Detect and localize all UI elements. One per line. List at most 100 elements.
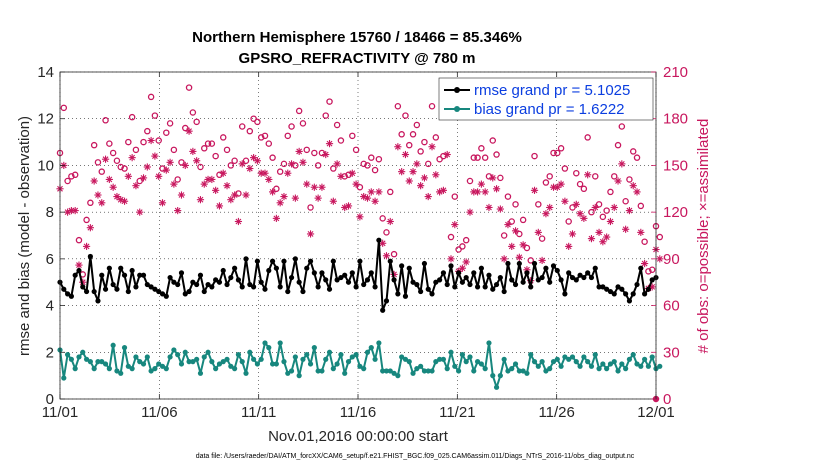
obs-possible-point	[633, 154, 641, 161]
rmse-point	[569, 274, 576, 281]
bias-point	[596, 366, 602, 372]
obs-possible-point	[219, 134, 227, 141]
asterisk-stroke	[546, 204, 553, 211]
obs-assimilated-point	[568, 230, 577, 238]
rmse-point	[315, 284, 321, 290]
rmse-point	[281, 258, 287, 264]
rmse-point	[190, 279, 196, 285]
obs-possible-point	[273, 185, 280, 193]
asterisk-stroke	[372, 198, 378, 205]
asterisk-stroke	[356, 213, 363, 220]
bias-point	[201, 354, 207, 360]
obs-assimilated-point	[261, 169, 269, 177]
rmse-point	[152, 286, 158, 292]
rmse-point	[630, 291, 636, 297]
rmse-point	[201, 288, 207, 295]
obs-assimilated-point	[348, 169, 356, 177]
bias-point	[342, 370, 348, 376]
obs-possible-point	[155, 137, 162, 144]
rmse-point	[463, 274, 469, 281]
asterisk-stroke	[512, 227, 519, 234]
bias-point	[505, 368, 511, 374]
obs-assimilated-point	[504, 221, 512, 229]
bias-point	[182, 349, 188, 355]
rmse-point	[247, 281, 253, 288]
asterisk-stroke	[580, 215, 587, 222]
asterisk-stroke	[110, 184, 117, 191]
rmse-point	[209, 284, 215, 290]
rmse-point	[459, 279, 465, 285]
rmse-point	[399, 263, 405, 269]
obs-assimilated-point	[337, 172, 345, 180]
asterisk-stroke	[178, 192, 185, 198]
asterisk-stroke	[250, 154, 257, 161]
asterisk-stroke	[144, 164, 151, 170]
obs-assimilated-point	[587, 235, 596, 243]
rmse-point	[573, 277, 579, 283]
bias-point	[91, 366, 97, 372]
bias-point	[61, 375, 67, 381]
asterisk-stroke	[136, 209, 143, 216]
bias-point	[524, 370, 530, 376]
bias-point	[118, 370, 124, 376]
bias-point	[421, 368, 428, 374]
rmse-point	[512, 281, 519, 288]
bias-point	[387, 368, 393, 374]
obs-possible-point	[645, 268, 652, 275]
obs-assimilated-point	[557, 180, 565, 188]
asterisk-stroke	[630, 182, 637, 189]
asterisk-stroke	[626, 207, 633, 214]
rmse-point	[300, 288, 306, 295]
obs-assimilated-point	[322, 150, 330, 159]
obs-assimilated-point	[576, 210, 584, 218]
bias-point	[224, 356, 230, 362]
bias-point	[607, 361, 614, 367]
obs-possible-point	[231, 157, 238, 165]
obs-possible-point	[387, 188, 394, 196]
obs-possible-point	[508, 218, 515, 225]
asterisk-stroke	[338, 173, 344, 180]
asterisk-stroke	[269, 188, 276, 195]
rmse-point	[345, 279, 352, 285]
obs-possible-point	[478, 145, 485, 152]
bias-point	[452, 363, 458, 369]
rmse-point	[596, 284, 602, 290]
obs-possible-point	[178, 159, 185, 166]
rmse-point	[509, 277, 515, 283]
obs-assimilated-point	[352, 180, 360, 188]
x-axis-label: Nov.01,2016 00:00:00 start	[268, 428, 449, 445]
bias-point	[216, 361, 223, 367]
obs-possible-point	[519, 216, 527, 224]
bias-point	[520, 368, 526, 374]
y-left-tick-label: 4	[46, 298, 54, 315]
rmse-point	[501, 288, 507, 295]
obs-possible-point	[550, 149, 557, 157]
asterisk-stroke	[607, 218, 614, 225]
obs-possible-point	[462, 236, 470, 244]
rmse-point	[140, 272, 147, 278]
obs-assimilated-point	[310, 183, 318, 191]
obs-possible-point	[254, 118, 261, 126]
obs-possible-point	[573, 169, 580, 177]
bias-point	[444, 366, 450, 372]
obs-possible-point	[614, 141, 622, 149]
bias-point	[592, 352, 598, 358]
obs-assimilated-point	[409, 168, 417, 176]
bias-point	[467, 354, 473, 360]
obs-possible-point	[257, 134, 265, 141]
obs-assimilated-point	[98, 199, 106, 207]
rmse-point	[87, 253, 93, 260]
asterisk-stroke	[535, 229, 542, 236]
bias-point	[137, 359, 143, 365]
asterisk-stroke	[262, 170, 268, 177]
rmse-point	[474, 284, 481, 290]
legend-bias-marker	[454, 106, 460, 112]
bias-point	[129, 366, 135, 372]
bias-point	[285, 370, 291, 376]
bias-point	[391, 370, 397, 376]
obs-assimilated-point	[424, 192, 432, 201]
obs-assimilated-point	[231, 191, 239, 199]
rmse-point	[121, 272, 128, 278]
obs-assimilated-point	[90, 177, 98, 185]
obs-possible-point	[166, 120, 174, 127]
